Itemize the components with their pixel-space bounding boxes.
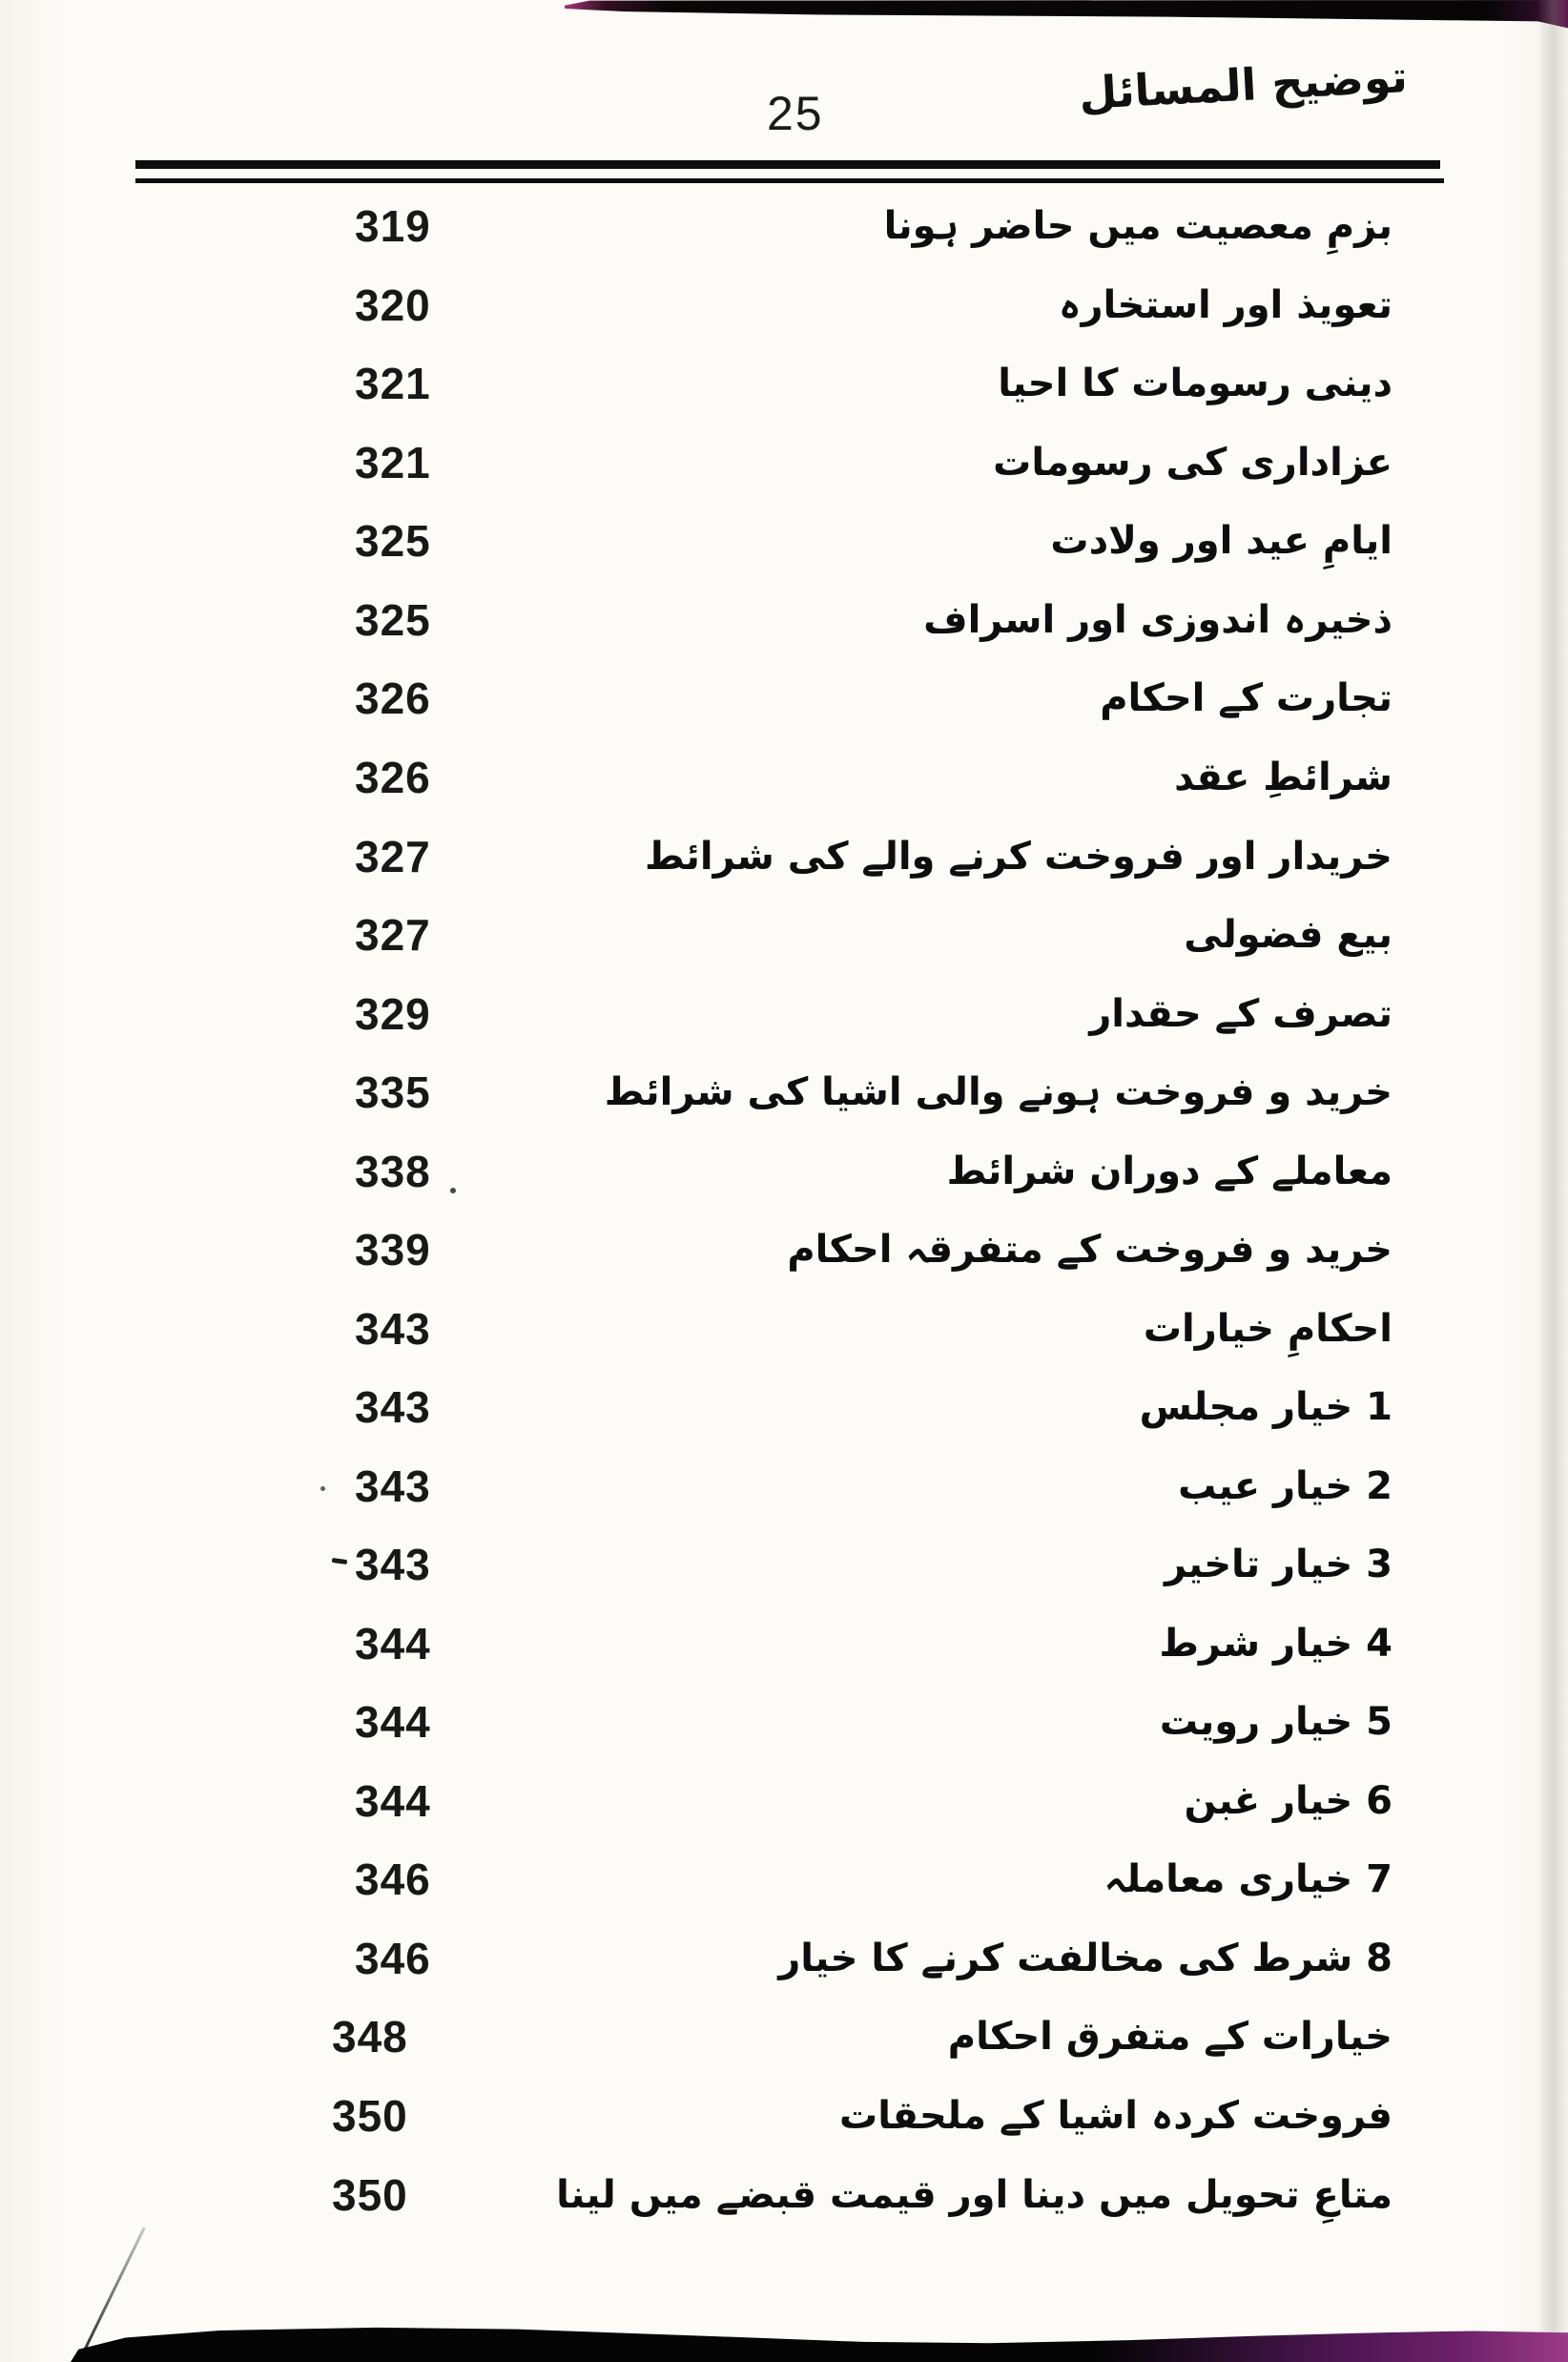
scan-speck-dot	[320, 1486, 325, 1491]
toc-row: 321 عزاداری کی رسومات	[0, 424, 1568, 503]
toc-entry-label: متاعِ تحویل میں دینا اور قیمت قبضے میں ل…	[556, 2172, 1393, 2217]
toc-entry-label: بیع فضولی	[1184, 913, 1393, 958]
toc-row: 319 بزمِ معصیت میں حاضر ہونا	[0, 187, 1568, 266]
toc-page-number: 325	[355, 594, 431, 645]
toc-page-number: 325	[355, 516, 431, 567]
toc-entry-label: تجارت کے احکام	[1100, 676, 1393, 721]
toc-row: 321 دینی رسومات کا احیا	[0, 344, 1568, 424]
toc-row: 343 2 خیار عیب	[0, 1447, 1568, 1526]
toc-row: 343 1 خیار مجلس	[0, 1368, 1568, 1447]
toc-page-number: 326	[355, 752, 431, 802]
toc-row: 335 خرید و فروخت ہونے والی اشیا کی شرائط	[0, 1053, 1568, 1132]
toc-row: 326 تجارت کے احکام	[0, 659, 1568, 738]
toc-page-number: 338	[355, 1146, 431, 1196]
toc-page-number: 321	[355, 437, 431, 487]
toc-entry-label: 5 خیار رویت	[1159, 1700, 1393, 1745]
toc-page-number: 343	[355, 1303, 431, 1354]
toc-page-number: 335	[355, 1067, 431, 1118]
toc-page-number: 344	[355, 1697, 431, 1748]
toc-page-number: 344	[355, 1618, 431, 1668]
toc-row: 344 6 خیار غبن	[0, 1762, 1568, 1841]
toc-entry-label: دینی رسومات کا احیا	[998, 362, 1393, 406]
toc-row: 344 4 خیار شرط	[0, 1605, 1568, 1684]
toc-row: 348 خیارات کے متفرق احکام	[0, 1998, 1568, 2077]
header-rule-thick	[135, 160, 1440, 169]
toc-row: 327 خریدار اور فروخت کرنے والے کی شرائط	[0, 817, 1568, 896]
toc-entry-label: 6 خیار غبن	[1184, 1778, 1393, 1823]
toc-entry-label: خیارات کے متفرق احکام	[947, 2015, 1393, 2060]
toc-page-number: 344	[355, 1775, 431, 1826]
toc-row: 346 7 خیاری معاملہ	[0, 1840, 1568, 1919]
page-edge-shadow	[1537, 0, 1566, 2362]
toc-page-number: 343	[355, 1461, 431, 1511]
toc-list: 319 بزمِ معصیت میں حاضر ہونا 320 تعویذ ا…	[0, 187, 1568, 2234]
toc-entry-label: تصرف کے حقدار	[1089, 991, 1393, 1036]
toc-entry-label: عزاداری کی رسومات	[993, 440, 1393, 485]
page-number: 25	[767, 87, 824, 140]
toc-entry-label: 4 خیار شرط	[1159, 1621, 1393, 1666]
toc-row: 350 فروخت کردہ اشیا کے ملحقات	[0, 2077, 1568, 2156]
toc-row: 320 تعویذ اور استخارہ	[0, 266, 1568, 345]
toc-entry-label: بزمِ معصیت میں حاضر ہونا	[883, 204, 1393, 249]
toc-entry-label: 8 شرط کی مخالفت کرنے کا خیار	[778, 1936, 1393, 1980]
book-title: توضیح المسائل	[1078, 51, 1410, 119]
scan-speck-dot	[450, 1188, 456, 1193]
toc-entry-label: ایامِ عید اور ولادت	[1050, 519, 1393, 564]
toc-entry-label: شرائطِ عقد	[1174, 755, 1393, 799]
toc-entry-label: ذخیرہ اندوزی اور اسراف	[923, 597, 1393, 642]
toc-page-number: 346	[355, 1854, 431, 1905]
toc-row: 343 3 خیار تاخیر	[0, 1525, 1568, 1605]
toc-entry-label: فروخت کردہ اشیا کے ملحقات	[839, 2094, 1393, 2139]
toc-row: 339 خرید و فروخت کے متفرقہ احکام	[0, 1211, 1568, 1290]
toc-row: 327 بیع فضولی	[0, 896, 1568, 975]
toc-page-number: 339	[355, 1225, 431, 1275]
toc-page-number: 327	[355, 910, 431, 961]
toc-page-number: 343	[355, 1540, 431, 1590]
toc-page-number: 346	[355, 1933, 431, 1983]
toc-row: 346 8 شرط کی مخالفت کرنے کا خیار	[0, 1919, 1568, 1999]
toc-row: 325 ایامِ عید اور ولادت	[0, 502, 1568, 581]
toc-page-number: 350	[332, 2169, 408, 2220]
toc-entry-label: معاملے کے دوران شرائط	[946, 1149, 1393, 1193]
toc-row: 344 5 خیار رویت	[0, 1683, 1568, 1762]
toc-entry-label: 2 خیار عیب	[1178, 1463, 1393, 1508]
toc-row: 329 تصرف کے حقدار	[0, 974, 1568, 1053]
toc-entry-label: خرید و فروخت کے متفرقہ احکام	[787, 1228, 1393, 1273]
toc-row: 343 احکامِ خیارات	[0, 1289, 1568, 1368]
toc-row: 325 ذخیرہ اندوزی اور اسراف	[0, 581, 1568, 660]
toc-page-number: 350	[332, 2091, 408, 2142]
toc-entry-label: 7 خیاری معاملہ	[1104, 1857, 1393, 1902]
toc-page-number: 348	[332, 2012, 408, 2062]
toc-entry-label: احکامِ خیارات	[1143, 1306, 1393, 1351]
toc-page-number: 319	[355, 201, 431, 252]
toc-page-number: 327	[355, 831, 431, 881]
toc-page-number: 320	[355, 280, 431, 330]
toc-row: 338 معاملے کے دوران شرائط	[0, 1131, 1568, 1211]
toc-entry-label: خرید و فروخت ہونے والی اشیا کی شرائط	[604, 1070, 1393, 1115]
toc-page-number: 321	[355, 359, 431, 409]
toc-entry-label: خریدار اور فروخت کرنے والے کی شرائط	[645, 834, 1393, 879]
toc-entry-label: 1 خیار مجلس	[1139, 1385, 1393, 1430]
scan-artifact-bottom-bar	[70, 2327, 1568, 2362]
toc-page-number: 329	[355, 988, 431, 1039]
toc-page-number: 343	[355, 1382, 431, 1433]
toc-page-number: 326	[355, 673, 431, 724]
toc-entry-label: تعویذ اور استخارہ	[1059, 282, 1393, 327]
header-rule-thin	[135, 178, 1444, 183]
toc-row: 350 متاعِ تحویل میں دینا اور قیمت قبضے م…	[0, 2155, 1568, 2234]
toc-entry-label: 3 خیار تاخیر	[1165, 1543, 1393, 1587]
scan-artifact-top-bar	[565, 0, 1568, 29]
toc-row: 326 شرائطِ عقد	[0, 738, 1568, 818]
